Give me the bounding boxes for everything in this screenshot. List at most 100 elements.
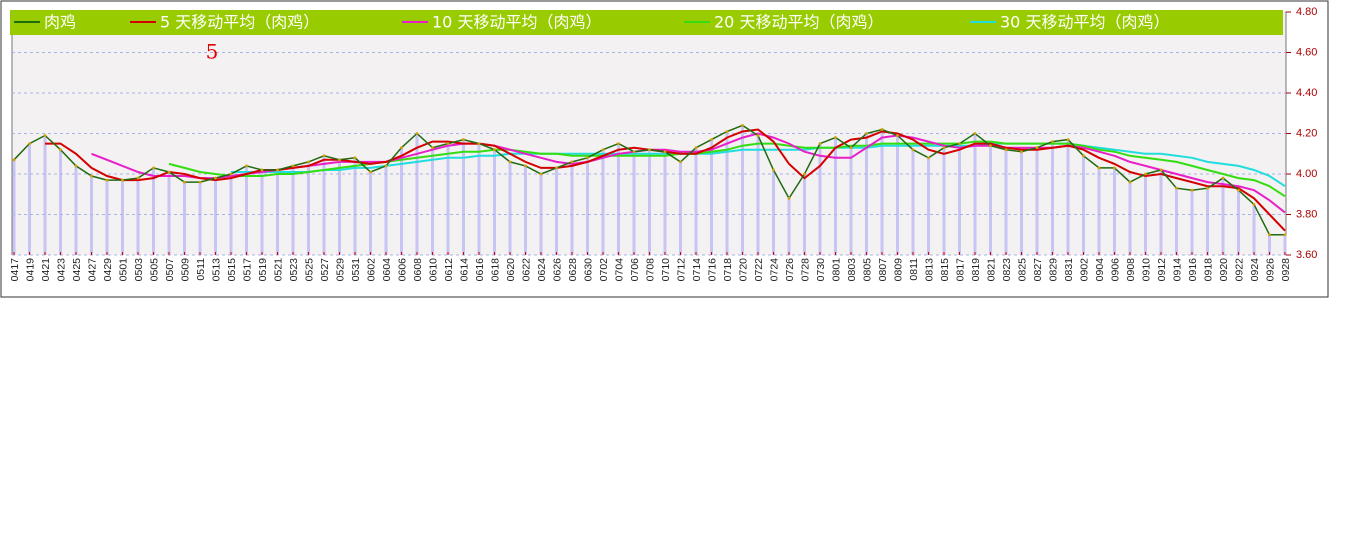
x-tick-label: 0914	[1171, 258, 1183, 282]
x-tick-label: 0706	[629, 258, 641, 282]
bar	[648, 149, 651, 255]
x-tick-label: 0809	[892, 258, 904, 282]
x-tick-label: 0821	[985, 258, 997, 282]
point	[1175, 186, 1178, 190]
y-tick-label: 4.00	[1296, 168, 1317, 180]
x-tick-label: 0602	[365, 258, 377, 282]
x-tick-label: 0910	[1140, 258, 1152, 282]
y-tick-label: 4.60	[1296, 46, 1317, 58]
bar	[524, 165, 527, 255]
point	[1221, 176, 1225, 180]
point	[338, 158, 341, 162]
x-tick-label: 0511	[195, 258, 207, 281]
bar	[942, 147, 946, 255]
x-tick-label: 0825	[1016, 258, 1028, 282]
x-tick-label: 0622	[520, 258, 532, 282]
point	[725, 130, 729, 133]
legend-label: 20 天移动平均（肉鸡）	[714, 13, 883, 32]
point	[710, 138, 713, 141]
x-tick-label: 0924	[1249, 258, 1261, 282]
bar	[896, 135, 899, 255]
x-tick-label: 0726	[784, 258, 796, 282]
bar	[183, 182, 186, 255]
legend-label: 10 天移动平均（肉鸡）	[432, 13, 601, 32]
x-tick-label: 0819	[970, 258, 982, 282]
y-tick-label: 4.20	[1296, 127, 1317, 139]
x-tick-label: 0521	[272, 258, 284, 282]
point	[307, 160, 310, 164]
x-tick-label: 0421	[40, 258, 52, 282]
x-tick-label: 0831	[1063, 258, 1075, 282]
x-tick-label: 0730	[815, 258, 827, 282]
bar	[152, 167, 155, 255]
point	[911, 148, 915, 152]
legend-label: 肉鸡	[44, 13, 76, 32]
bar	[849, 147, 853, 255]
point	[741, 124, 744, 127]
point	[167, 170, 171, 174]
bar	[1020, 151, 1023, 255]
x-tick-label: 0523	[288, 258, 300, 282]
x-tick-label: 0529	[334, 258, 346, 282]
x-tick-label: 0902	[1078, 258, 1090, 282]
bar	[601, 149, 605, 255]
bar	[1206, 188, 1209, 255]
bar	[958, 143, 961, 255]
bar	[834, 137, 837, 255]
point	[28, 142, 31, 146]
x-tick-label: 0811	[908, 258, 920, 281]
bar	[1082, 155, 1085, 255]
x-tick-label: 0710	[660, 258, 672, 282]
x-tick-label: 0817	[954, 258, 966, 282]
bar	[12, 159, 16, 255]
x-tick-label: 0624	[536, 258, 548, 282]
y-tick-label: 3.60	[1296, 249, 1317, 261]
bar	[679, 161, 682, 255]
point	[942, 146, 946, 150]
point	[539, 172, 543, 176]
point	[803, 172, 806, 176]
point	[462, 138, 465, 141]
point	[1082, 154, 1085, 158]
point	[369, 170, 372, 174]
point	[524, 164, 527, 168]
bar	[1283, 234, 1287, 255]
point	[1051, 140, 1054, 144]
bar	[59, 149, 62, 255]
point	[555, 166, 558, 170]
x-tick-label: 0805	[861, 258, 873, 282]
bar	[369, 171, 372, 255]
legend-item: 10 天移动平均（肉鸡）	[402, 13, 601, 32]
bar	[756, 135, 760, 255]
point	[493, 148, 496, 152]
x-tick-label: 0803	[846, 258, 858, 282]
x-tick-label: 0608	[412, 258, 424, 282]
point	[353, 156, 357, 160]
bar	[28, 143, 31, 255]
bar	[493, 149, 496, 255]
point	[152, 166, 155, 170]
x-tick-label: 0427	[86, 258, 98, 282]
bar	[276, 169, 279, 255]
x-tick-label: 0712	[675, 258, 687, 282]
point	[1283, 233, 1287, 237]
bar	[911, 149, 915, 255]
x-tick-label: 0718	[722, 258, 734, 282]
bar	[865, 133, 868, 255]
x-tick-label: 0724	[768, 258, 780, 282]
point	[1035, 146, 1039, 150]
bar	[787, 198, 791, 255]
y-tick-label: 4.40	[1296, 87, 1317, 99]
point	[1128, 180, 1132, 184]
bar	[973, 133, 977, 255]
bar	[462, 139, 465, 255]
point	[121, 178, 124, 182]
bar	[1159, 169, 1163, 255]
bar	[121, 180, 124, 255]
x-tick-label: 0507	[164, 258, 176, 282]
point	[1066, 138, 1070, 141]
bar	[338, 159, 341, 255]
bar	[1113, 167, 1116, 255]
point	[12, 158, 16, 162]
